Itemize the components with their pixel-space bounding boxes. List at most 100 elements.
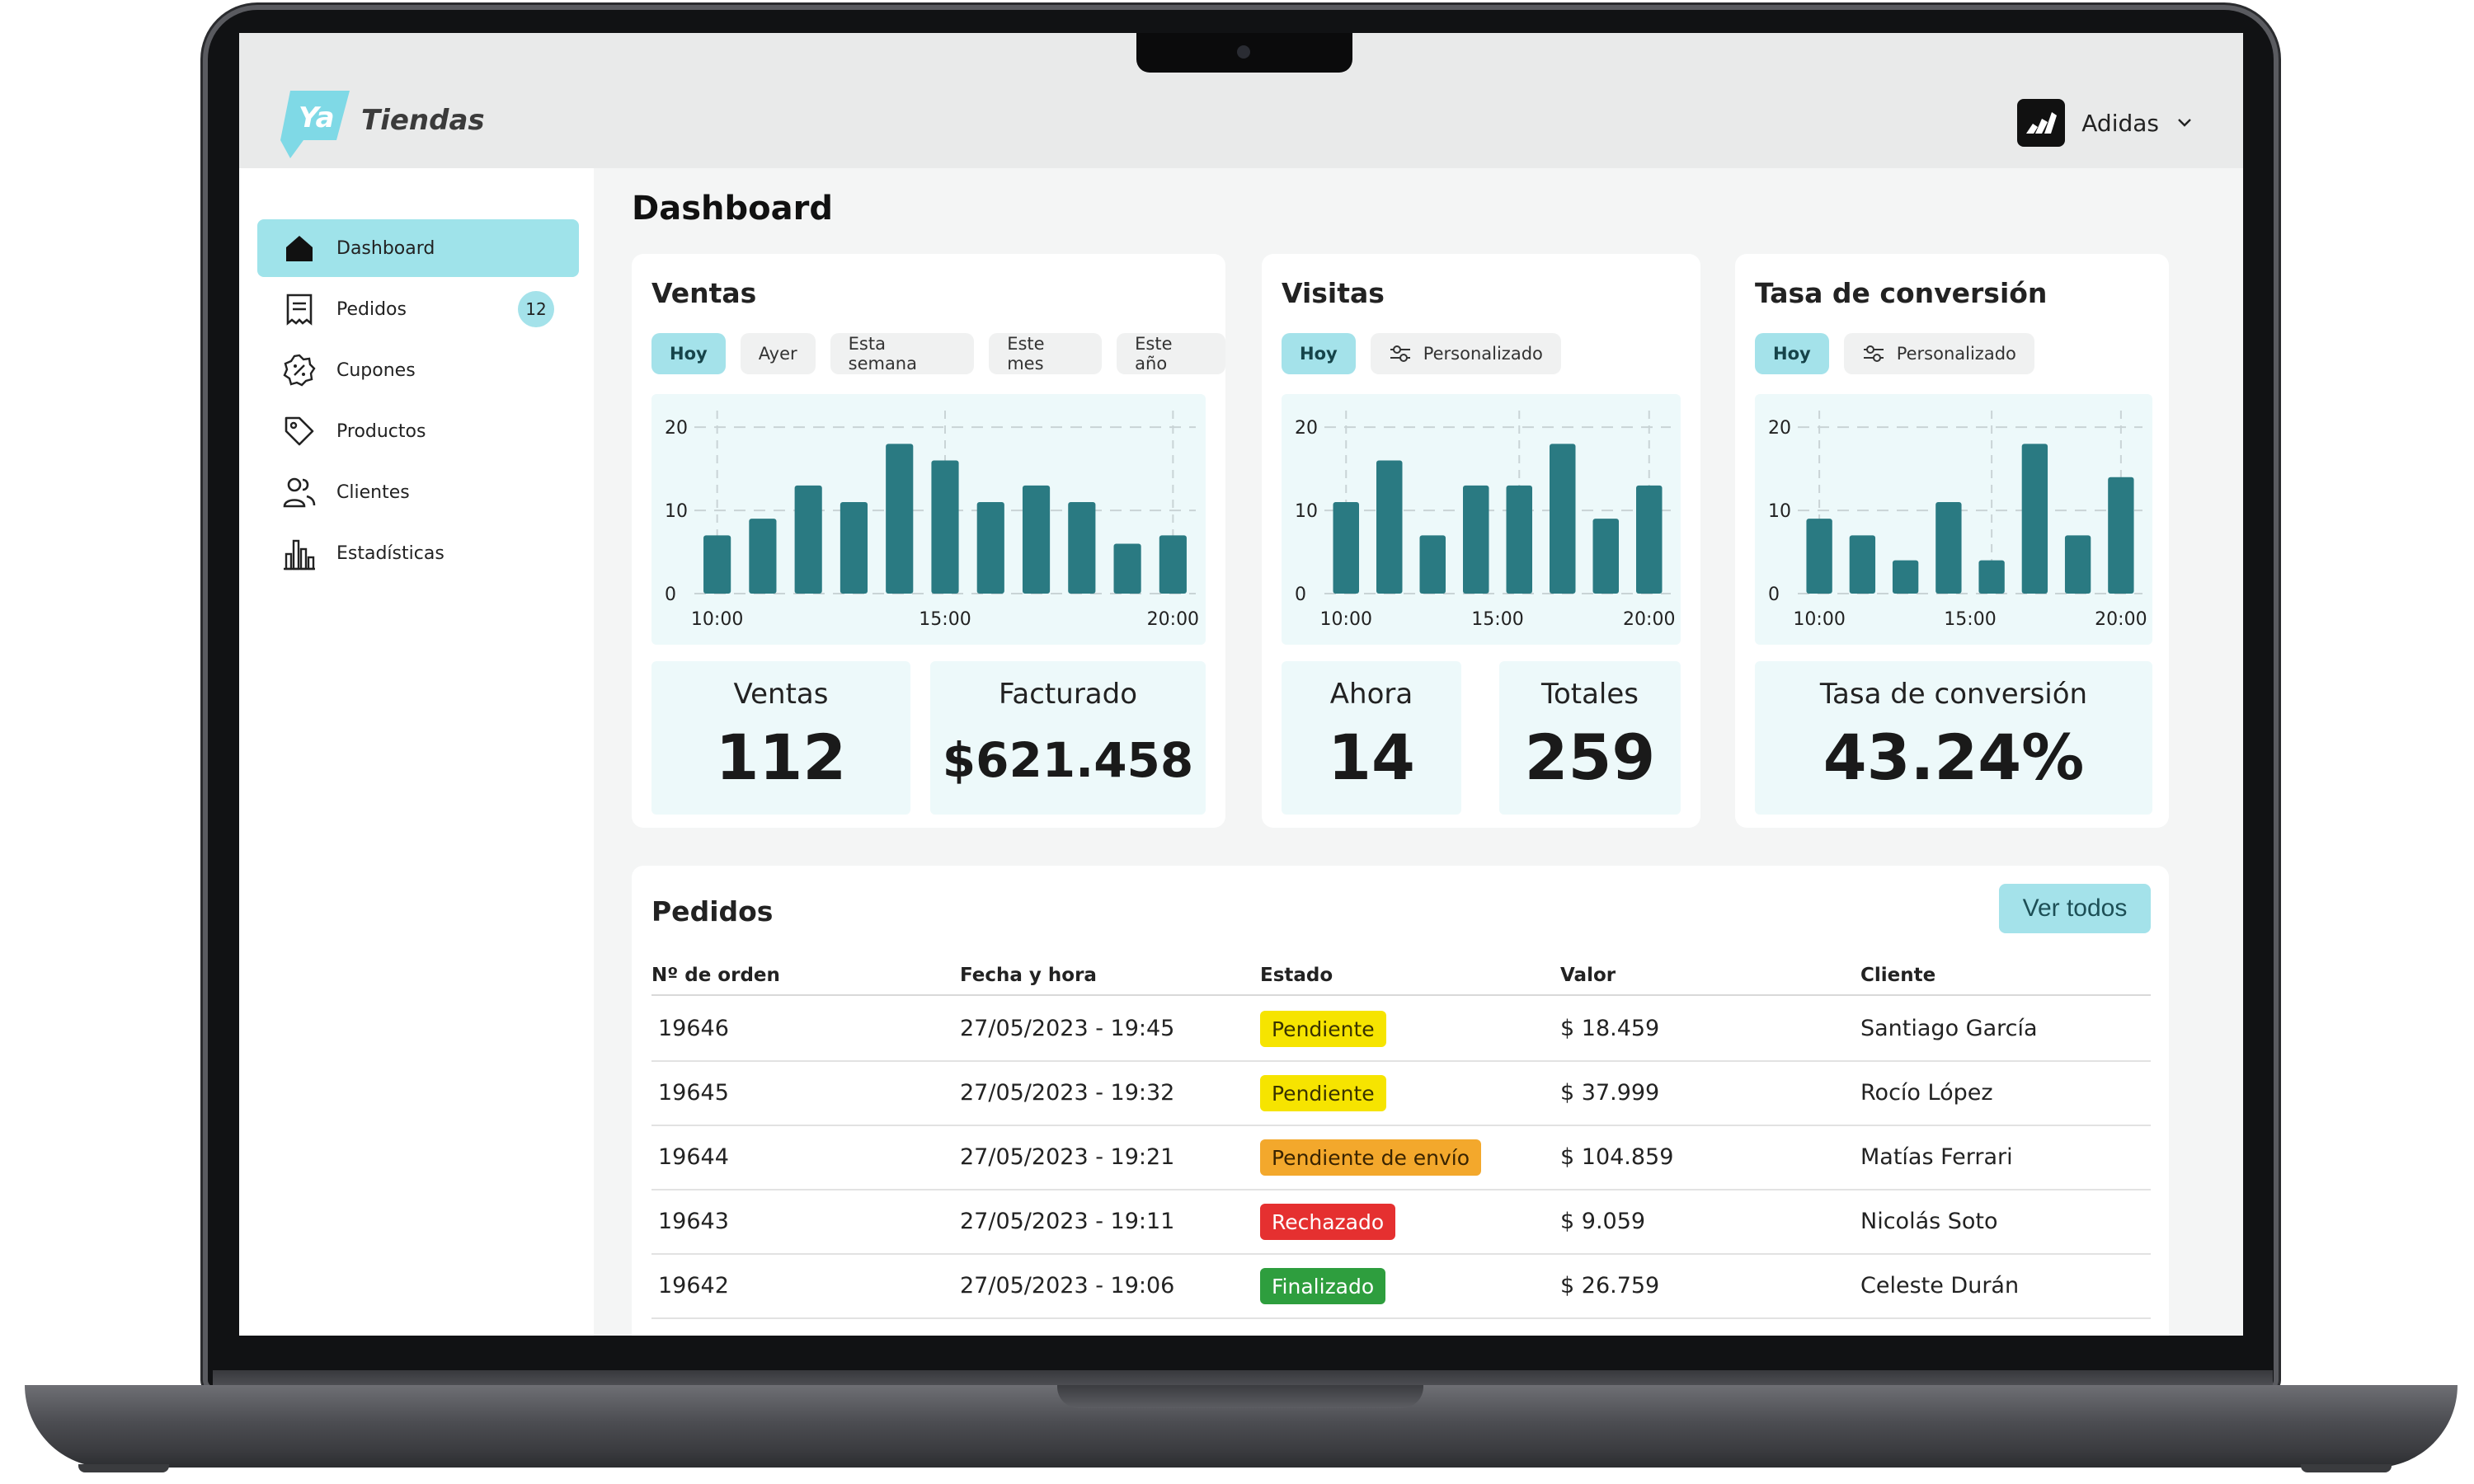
chevron-down-icon	[2178, 119, 2191, 127]
filter-hoy[interactable]: Hoy	[1755, 333, 1829, 374]
order-id-cell: 19644	[658, 1144, 729, 1170]
sidebar: Dashboard Pedidos 12 Cupones Productos C…	[239, 168, 594, 1336]
table-row[interactable]: 19642 27/05/2023 - 19:06 $ 26.759 Celeste D…	[651, 1255, 2151, 1319]
kpi-value: $621.458	[942, 732, 1194, 788]
bar	[1636, 485, 1663, 594]
filter-este-ano[interactable]: Este año	[1117, 333, 1225, 374]
card-title: Visitas	[1282, 277, 1385, 309]
bar	[1806, 519, 1832, 594]
date-cell: 27/05/2023 - 19:06	[960, 1273, 1175, 1298]
kpi-label: Tasa de conversión	[1819, 678, 2088, 711]
card-title: Ventas	[651, 277, 757, 309]
filter-hoy[interactable]: Hoy	[1282, 333, 1356, 374]
store-selector[interactable]: Adidas	[2017, 99, 2194, 147]
sliders-icon	[1390, 345, 1410, 362]
order-id-cell: 19643	[658, 1209, 729, 1234]
status-badge: Pendiente de envío	[1260, 1139, 1482, 1176]
receipt-icon	[282, 292, 317, 326]
bar	[1506, 485, 1532, 594]
x-tick-label: 15:00	[1471, 609, 1523, 630]
kpi-label: Totales	[1540, 678, 1639, 711]
sliders-icon	[1863, 345, 1884, 362]
bar	[2108, 477, 2134, 594]
visitas-chart: 0 10 20 10:00 15:00 20:00	[1282, 394, 1681, 645]
table-row[interactable]: 19644 27/05/2023 - 19:21 $ 104.859 Matías F…	[651, 1126, 2151, 1190]
order-id-cell: 19642	[658, 1273, 729, 1298]
bar	[703, 535, 731, 594]
sidebar-item-estadisticas[interactable]: Estadísticas	[257, 524, 579, 582]
adidas-logo-icon	[2017, 99, 2066, 147]
ya-logo-icon: Ya	[280, 91, 350, 158]
y-tick-label: 0	[665, 585, 676, 605]
page-title: Dashboard	[632, 190, 833, 228]
orders-title: Pedidos	[651, 895, 774, 928]
visitas-filter-chips: Hoy Personalizado	[1282, 333, 1561, 374]
column-header: Nº de orden	[651, 965, 780, 986]
kpi-label: Ventas	[733, 678, 829, 711]
x-tick-label: 20:00	[1147, 609, 1199, 630]
date-cell: 27/05/2023 - 19:32	[960, 1080, 1175, 1106]
bar-chart-icon	[282, 536, 317, 571]
view-all-button[interactable]: Ver todos	[1999, 884, 2151, 933]
bar	[1592, 519, 1619, 594]
sidebar-item-pedidos[interactable]: Pedidos 12	[257, 280, 579, 338]
value-cell: $ 26.759	[1560, 1273, 1660, 1298]
store-name: Adidas	[2081, 109, 2159, 137]
kpi-facturado: Facturado $621.458	[930, 661, 1206, 815]
filter-esta-semana[interactable]: Esta semana	[830, 333, 975, 374]
conversion-bar-chart: 0 10 20 10:00 15:00 20:00	[1768, 411, 2147, 630]
client-cell: Nicolás Soto	[1860, 1209, 1998, 1234]
home-icon	[282, 231, 317, 265]
x-tick-label: 10:00	[1320, 609, 1372, 630]
bar	[794, 485, 822, 594]
bar	[1022, 485, 1051, 594]
bar	[976, 502, 1004, 594]
table-row[interactable]: 19646 27/05/2023 - 19:45 $ 18.459 Santiago …	[651, 998, 2151, 1062]
conversion-card: Tasa de conversión Hoy Personalizado 0 10…	[1735, 254, 2169, 828]
visitas-card: Visitas Hoy Personalizado 0 10 20 10:00 15:0…	[1262, 254, 1700, 828]
sidebar-item-label: Estadísticas	[336, 542, 444, 564]
bar	[1376, 460, 1403, 594]
bar	[931, 460, 959, 594]
bar	[1935, 502, 1962, 594]
y-tick-label: 0	[1768, 585, 1780, 605]
bar	[1463, 485, 1489, 594]
y-tick-label: 20	[1768, 418, 1791, 439]
client-cell: Santiago García	[1860, 1016, 2038, 1041]
sidebar-item-dashboard[interactable]: Dashboard	[257, 219, 579, 277]
date-cell: 27/05/2023 - 19:21	[960, 1144, 1175, 1170]
card-title: Tasa de conversión	[1755, 277, 2048, 309]
bar	[749, 519, 777, 594]
x-tick-label: 10:00	[1793, 609, 1845, 630]
value-cell: $ 18.459	[1560, 1016, 1660, 1041]
sidebar-item-label: Pedidos	[336, 298, 407, 320]
y-tick-label: 0	[1295, 585, 1306, 605]
filter-este-mes[interactable]: Este mes	[989, 333, 1103, 374]
date-cell: 27/05/2023 - 19:11	[960, 1209, 1175, 1234]
filter-ayer[interactable]: Ayer	[740, 333, 816, 374]
column-header: Cliente	[1860, 965, 1936, 986]
table-row[interactable]: 19643 27/05/2023 - 19:11 $ 9.059 Nicolás So…	[651, 1190, 2151, 1255]
kpi-ahora: Ahora 14	[1282, 661, 1461, 815]
table-row[interactable]: 19645 27/05/2023 - 19:32 $ 37.999 Rocío Lóp…	[651, 1062, 2151, 1126]
sidebar-item-productos[interactable]: Productos	[257, 402, 579, 460]
chip-label: Personalizado	[1423, 344, 1543, 364]
bar	[1068, 502, 1096, 594]
bar	[2064, 535, 2091, 594]
kpi-value: 43.24%	[1823, 721, 2085, 794]
filter-personalizado[interactable]: Personalizado	[1843, 333, 2034, 374]
date-cell: 27/05/2023 - 19:45	[960, 1016, 1175, 1041]
kpi-totales: Totales 259	[1499, 661, 1681, 815]
filter-personalizado[interactable]: Personalizado	[1370, 333, 1561, 374]
x-tick-label: 10:00	[691, 609, 743, 630]
orders-panel: Pedidos Ver todos Nº de orden Fecha y ho…	[632, 866, 2169, 1336]
laptop-foot-left	[78, 1464, 169, 1472]
users-icon	[282, 475, 317, 510]
filter-hoy[interactable]: Hoy	[651, 333, 726, 374]
sidebar-item-cupones[interactable]: Cupones	[257, 341, 579, 399]
laptop-opening-lip	[1057, 1385, 1423, 1408]
sidebar-item-clientes[interactable]: Clientes	[257, 463, 579, 521]
client-cell: Celeste Durán	[1860, 1273, 2020, 1298]
client-cell: Rocío López	[1860, 1080, 1993, 1106]
x-tick-label: 20:00	[1623, 609, 1675, 630]
